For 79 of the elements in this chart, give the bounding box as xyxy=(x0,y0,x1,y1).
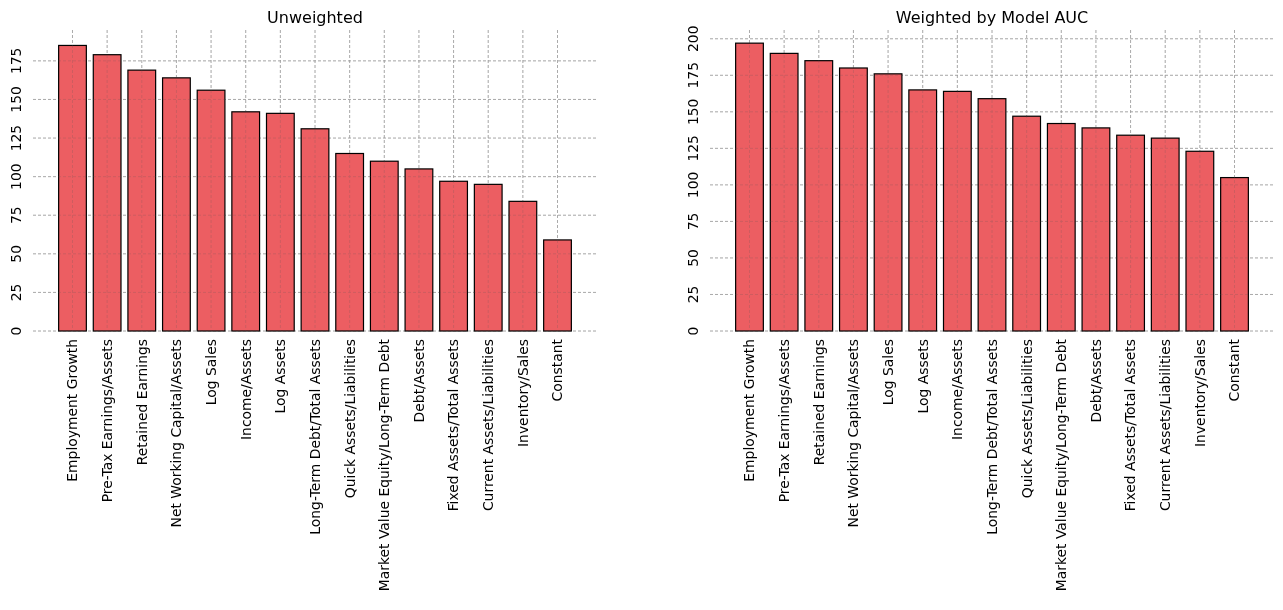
y-tick-label: 75 xyxy=(684,212,701,231)
bar xyxy=(508,200,538,332)
bar xyxy=(127,69,157,332)
x-tick-label: Log Sales xyxy=(202,339,219,406)
bar xyxy=(735,42,764,332)
bar xyxy=(1012,115,1042,332)
x-tick-label: Employment Growth xyxy=(64,339,81,482)
x-tick-label: Income/Assets xyxy=(237,339,254,440)
bar xyxy=(769,52,799,332)
x-tick-label: Debt/Assets xyxy=(410,339,427,423)
x-tick-label: Income/Assets xyxy=(949,339,966,440)
x-tick-label: Constant xyxy=(549,338,566,402)
x-tick-label: Quick Assets/Liabilities xyxy=(341,339,358,499)
x-tick-label: Log Sales xyxy=(879,339,896,406)
y-tick-label: 200 xyxy=(684,25,701,53)
y-tick-label: 150 xyxy=(7,86,24,113)
x-tick-label: Fixed Assets/Total Assets xyxy=(445,339,462,512)
y-tick-label: 100 xyxy=(7,163,24,190)
bar xyxy=(942,90,972,332)
y-tick-label: 0 xyxy=(684,326,701,336)
x-tick-label: Inventory/Sales xyxy=(1191,339,1208,447)
x-tick-label: Debt/Assets xyxy=(1087,339,1104,423)
x-tick-label: Retained Earnings xyxy=(810,339,827,466)
x-tick-label: Inventory/Sales xyxy=(514,339,531,447)
y-tick-label: 75 xyxy=(7,206,24,225)
x-tick-label: Pre-Tax Earnings/Assets xyxy=(776,339,792,503)
bar xyxy=(300,128,330,332)
y-tick-label: 25 xyxy=(684,285,701,304)
bar xyxy=(543,239,572,332)
bar xyxy=(1220,176,1249,332)
bar xyxy=(908,89,938,332)
y-tick-label: 50 xyxy=(684,249,701,267)
y-tick-label: 125 xyxy=(7,124,24,152)
x-tick-label: Retained Earnings xyxy=(133,339,150,466)
chart-title: Weighted by Model AUC xyxy=(895,7,1089,27)
y-tick-label: 100 xyxy=(684,171,701,199)
bar xyxy=(873,73,903,332)
bar xyxy=(1081,127,1111,332)
bar xyxy=(161,77,191,332)
bar xyxy=(58,44,87,332)
bar xyxy=(473,183,503,332)
y-tick-label: 175 xyxy=(684,62,701,89)
bar xyxy=(804,60,834,332)
bar xyxy=(1116,134,1146,332)
bar xyxy=(231,111,261,332)
bar xyxy=(1046,122,1076,332)
bar xyxy=(196,89,226,332)
x-tick-label: Log Assets xyxy=(272,339,289,414)
bar xyxy=(977,98,1007,332)
bar xyxy=(369,160,399,332)
x-tick-label: Quick Assets/Liabilities xyxy=(1018,339,1035,499)
x-tick-label: Market Value Equity/Long-Term Debt xyxy=(1053,338,1070,592)
bar xyxy=(404,168,434,332)
chart-title: Unweighted xyxy=(267,7,363,27)
x-tick-label: Long-Term Debt/Total Assets xyxy=(983,339,1000,535)
bar xyxy=(92,54,122,332)
y-tick-label: 50 xyxy=(7,244,24,263)
x-tick-label: Pre-Tax Earnings/Assets xyxy=(99,339,115,503)
bar xyxy=(1185,150,1215,332)
y-tick-label: 125 xyxy=(684,135,701,162)
x-tick-label: Constant xyxy=(1226,338,1243,402)
x-tick-label: Long-Term Debt/Total Assets xyxy=(306,339,323,535)
x-tick-label: Net Working Capital/Assets xyxy=(845,339,862,528)
y-tick-label: 175 xyxy=(7,47,24,75)
x-tick-label: Net Working Capital/Assets xyxy=(168,339,185,528)
y-tick-label: 25 xyxy=(7,283,24,302)
bar xyxy=(1150,137,1180,332)
bar xyxy=(265,112,295,332)
y-tick-label: 150 xyxy=(684,98,701,126)
x-tick-label: Employment Growth xyxy=(741,339,758,482)
bar xyxy=(335,152,365,332)
y-tick-label: 0 xyxy=(7,326,24,336)
bar xyxy=(439,180,469,332)
x-tick-label: Market Value Equity/Long-Term Debt xyxy=(376,338,393,592)
x-tick-label: Current Assets/Liabilities xyxy=(480,339,497,512)
x-tick-label: Current Assets/Liabilities xyxy=(1157,339,1174,512)
bar xyxy=(838,67,868,332)
x-tick-label: Fixed Assets/Total Assets xyxy=(1122,339,1139,512)
x-tick-label: Log Assets xyxy=(914,339,931,414)
